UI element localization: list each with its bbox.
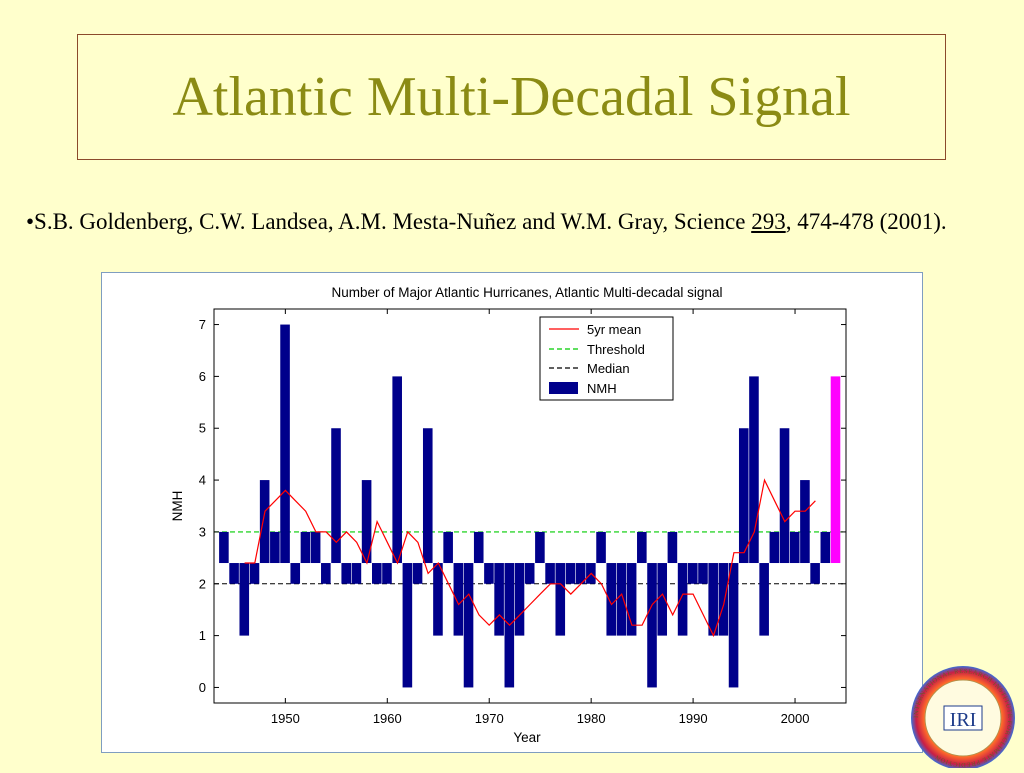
bar-1965 (433, 563, 443, 636)
bar-1970 (484, 563, 494, 584)
x-axis: 1950 1960 1970 1980 1990 2000 (271, 309, 810, 726)
bar-1984 (626, 563, 637, 636)
legend-nmh-swatch (549, 382, 578, 394)
bar-1986 (647, 563, 657, 688)
bar-1969 (473, 531, 484, 564)
iri-logo: INTERNATIONAL RESEARCH INSTITUTE FOR CLI… (904, 660, 1022, 773)
legend-median-label: Median (587, 361, 630, 376)
bar-1996 (749, 376, 759, 564)
bar-1946 (239, 563, 250, 636)
x-tick-label-1980: 1980 (577, 711, 606, 726)
slide-title: Atlantic Multi-Decadal Signal (172, 66, 851, 128)
bar-1956 (341, 563, 352, 584)
x-tick-label-2000: 2000 (781, 711, 810, 726)
bar-1992 (708, 563, 718, 636)
bar-1989 (677, 563, 688, 636)
bar-1978 (565, 563, 576, 584)
legend-nmh-label: NMH (587, 381, 617, 396)
y-tick-label-2: 2 (199, 576, 206, 591)
bar-1958 (361, 480, 372, 564)
bar-1991 (698, 563, 708, 584)
bar-1962 (402, 563, 413, 688)
bar-1997 (759, 563, 769, 636)
title-box: Atlantic Multi-Decadal Signal (77, 34, 946, 160)
legend: 5yr mean Threshold Median NMH (539, 316, 674, 401)
bar-1947 (249, 563, 260, 584)
x-tick-label-1990: 1990 (679, 711, 708, 726)
bar-1944 (219, 531, 229, 564)
bar-1949 (270, 531, 280, 564)
bar-1983 (616, 563, 627, 636)
x-axis-label: Year (513, 730, 541, 745)
bar-1976 (545, 563, 555, 584)
bar-1945 (229, 563, 239, 584)
bar-1974 (524, 563, 535, 584)
chart-panel: Number of Major Atlantic Hurricanes, Atl… (101, 272, 923, 753)
citation: •S.B. Goldenberg, C.W. Landsea, A.M. Mes… (26, 206, 1006, 238)
bar-1977 (555, 563, 566, 636)
bar-1994 (728, 563, 739, 688)
bar-1995 (738, 428, 749, 564)
bar-2001 (800, 480, 810, 564)
bar-1948 (259, 480, 270, 564)
bar-1973 (514, 563, 525, 636)
bar-1964 (422, 428, 433, 564)
y-tick-label-4: 4 (199, 473, 206, 488)
bar-1982 (606, 563, 617, 636)
bar-1957 (351, 563, 362, 584)
bar-1968 (463, 563, 474, 688)
citation-volume[interactable]: 293 (751, 209, 786, 234)
x-tick-label-1960: 1960 (373, 711, 402, 726)
bar-2003 (820, 531, 831, 564)
bar-1993 (718, 563, 729, 636)
y-axis-label: NMH (170, 491, 185, 522)
bar-1979 (575, 563, 586, 584)
bar-1988 (667, 531, 678, 564)
bar-1998 (769, 531, 780, 564)
legend-mean-label: 5yr mean (587, 322, 641, 337)
bar-1961 (392, 376, 402, 564)
bar-1967 (453, 563, 464, 636)
bar-1950 (280, 324, 290, 564)
bar-2002 (810, 563, 820, 584)
x-tick-label-1970: 1970 (475, 711, 504, 726)
bar-1987 (657, 563, 668, 636)
bar-1959 (372, 563, 382, 584)
y-tick-label-1: 1 (199, 628, 206, 643)
bar-1963 (412, 563, 423, 584)
bar-1955 (331, 428, 341, 564)
chart-svg: Number of Major Atlantic Hurricanes, Atl… (170, 285, 847, 745)
y-tick-label-3: 3 (199, 524, 206, 539)
x-tick-label-1950: 1950 (271, 711, 300, 726)
mean-line (244, 478, 816, 638)
y-tick-label-0: 0 (199, 680, 206, 695)
citation-pages: , 474-478 (2001). (785, 209, 947, 234)
iri-logo-text: IRI (950, 709, 977, 731)
y-tick-label-7: 7 (199, 317, 206, 332)
citation-authors: •S.B. Goldenberg, C.W. Landsea, A.M. Mes… (26, 209, 752, 234)
bar-1971 (494, 563, 504, 636)
plot-area (213, 308, 847, 704)
bar-1975 (535, 531, 545, 564)
bar-1990 (688, 563, 698, 584)
bar-1985 (637, 531, 647, 564)
chart-title: Number of Major Atlantic Hurricanes, Atl… (332, 285, 723, 300)
bar-2004 (830, 376, 841, 564)
bar-1999 (779, 428, 790, 564)
bar-1960 (382, 563, 392, 584)
bar-1953 (310, 531, 321, 564)
bars (219, 324, 841, 688)
bar-1951 (290, 563, 301, 584)
bar-1966 (443, 531, 453, 564)
bar-1981 (596, 531, 606, 564)
legend-threshold-label: Threshold (587, 342, 645, 357)
bar-1954 (321, 563, 331, 584)
y-tick-label-6: 6 (199, 369, 206, 384)
y-axis: 0 1 2 3 4 5 6 7 (199, 317, 846, 695)
bar-1952 (300, 531, 311, 564)
y-tick-label-5: 5 (199, 421, 206, 436)
bar-2000 (789, 531, 800, 564)
